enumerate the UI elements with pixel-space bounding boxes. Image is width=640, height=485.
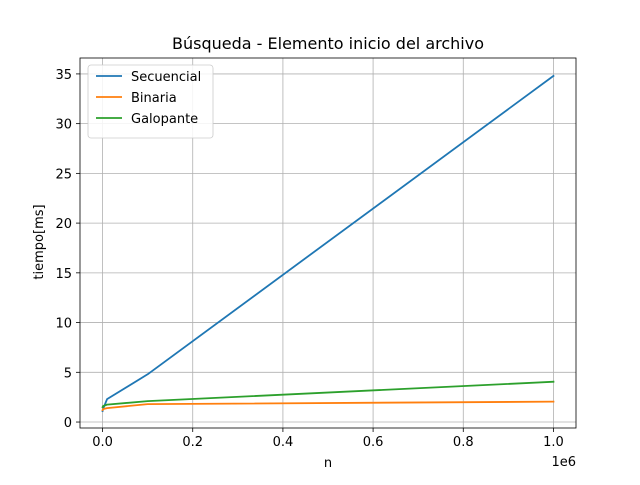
y-tick-label: 25: [55, 167, 72, 182]
legend: Secuencial Binaria Galopante: [87, 64, 214, 139]
y-tick-label: 35: [55, 68, 72, 83]
y-tick-label: 0: [64, 416, 72, 431]
series-line-galopante: [101, 380, 555, 409]
x-tick-label: 0.2: [182, 435, 203, 450]
x-tick-label: 0.4: [273, 435, 294, 450]
legend-box: [87, 64, 214, 139]
series-line-binaria: [101, 400, 555, 412]
legend-label: Galopante: [131, 112, 198, 127]
y-tick-label: 20: [55, 217, 72, 232]
y-tick-label: 15: [55, 267, 72, 282]
x-axis-offset-label: 1e6: [551, 455, 576, 470]
legend-label: Binaria: [131, 91, 177, 106]
x-axis-label: n: [324, 456, 332, 471]
y-tick-label: 10: [55, 317, 72, 332]
series-lines: [101, 74, 555, 413]
chart-title: Búsqueda - Elemento inicio del archivo: [172, 34, 484, 53]
plot-frame: [79, 57, 577, 429]
grid: [80, 58, 576, 428]
x-tick-label: 0.0: [92, 435, 113, 450]
legend-label: Secuencial: [131, 70, 201, 85]
y-tick-label: 5: [64, 366, 72, 381]
x-tick-label: 1.0: [543, 435, 564, 450]
axis-ticks: 0.0 0.2 0.4 0.6 0.8 1.0 0 5 10 15 20 25 30 35: [55, 68, 563, 450]
x-tick-label: 0.6: [363, 435, 384, 450]
x-tick-label: 0.8: [453, 435, 474, 450]
y-tick-label: 30: [55, 118, 72, 133]
y-axis-label: tiempo[ms]: [32, 204, 47, 279]
